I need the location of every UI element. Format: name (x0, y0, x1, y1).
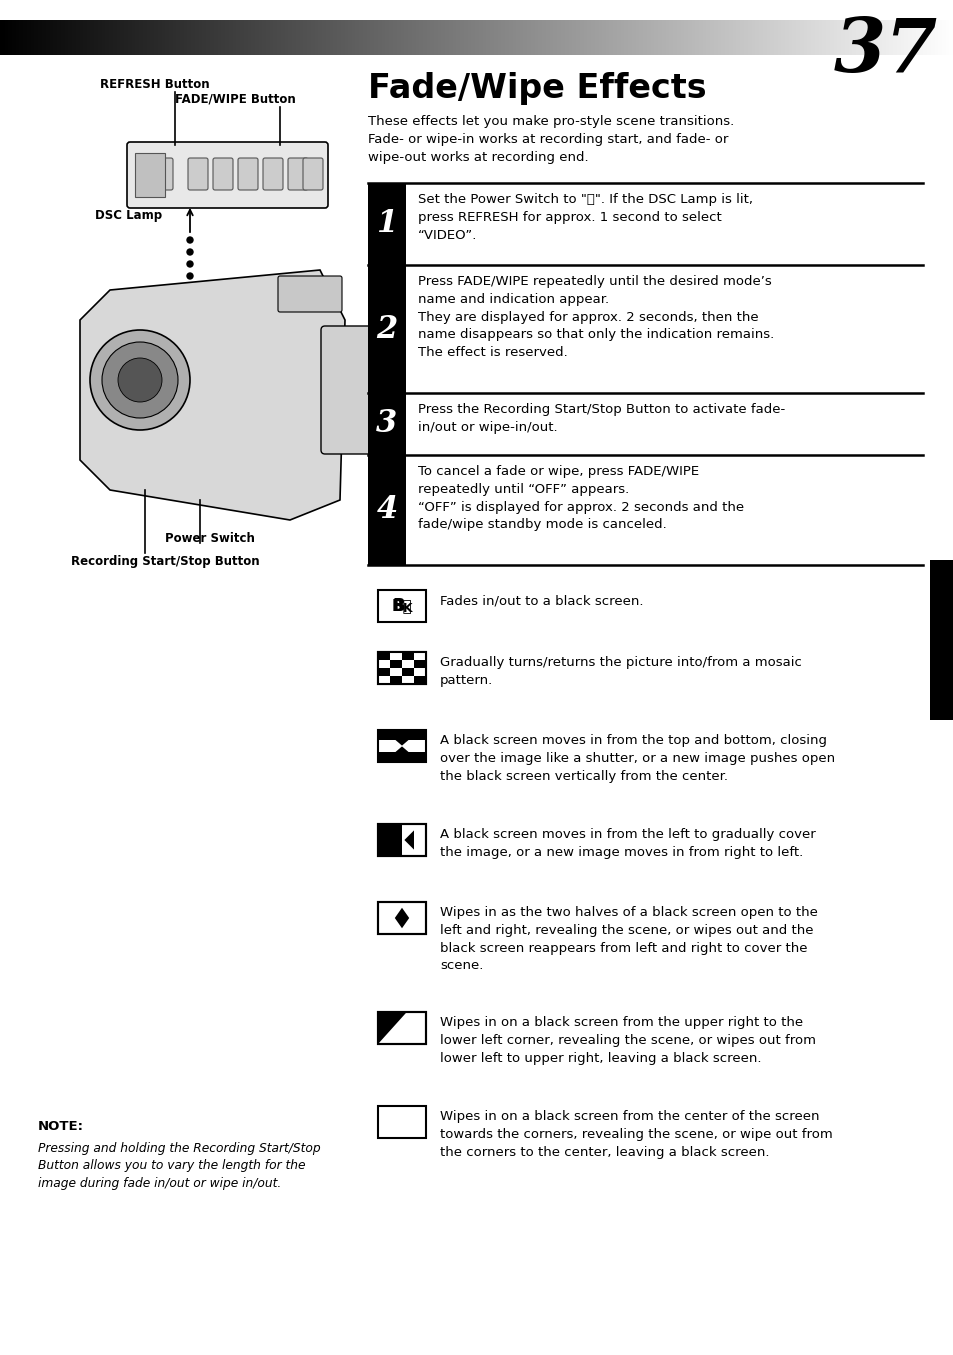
Bar (368, 183, 406, 266)
Bar (377, 730, 426, 740)
Text: NOTE:: NOTE: (38, 1121, 84, 1133)
Bar (929, 560, 953, 720)
Bar (368, 393, 406, 455)
Bar (390, 652, 401, 660)
Bar (135, 153, 165, 196)
Bar (377, 676, 390, 684)
Circle shape (118, 358, 162, 402)
Circle shape (187, 249, 193, 255)
Text: Set the Power Switch to "Ⓜ". If the DSC Lamp is lit,
press REFRESH for approx. 1: Set the Power Switch to "Ⓜ". If the DSC … (417, 192, 752, 241)
Bar (377, 589, 426, 622)
Bar (377, 660, 390, 668)
Bar (401, 660, 414, 668)
Text: Pressing and holding the Recording Start/Stop
Button allows you to vary the leng: Pressing and holding the Recording Start… (38, 1142, 320, 1190)
Bar (390, 676, 401, 684)
Text: Fades in/out to a black screen.: Fades in/out to a black screen. (439, 593, 643, 607)
Text: DSC Lamp: DSC Lamp (95, 209, 162, 221)
Bar (401, 668, 414, 676)
Text: FADE/WIPE Button: FADE/WIPE Button (174, 93, 295, 106)
Polygon shape (395, 747, 409, 752)
Bar (368, 266, 406, 393)
Bar (401, 676, 414, 684)
Text: Wipes in as the two halves of a black screen open to the
left and right, reveali: Wipes in as the two halves of a black sc… (439, 906, 817, 973)
Bar (377, 652, 426, 684)
Text: Press FADE/WIPE repeatedly until the desired mode’s
name and indication appear.
: Press FADE/WIPE repeatedly until the des… (417, 275, 774, 359)
Text: A black screen moves in from the left to gradually cover
the image, or a new ima: A black screen moves in from the left to… (439, 828, 815, 859)
FancyBboxPatch shape (303, 159, 323, 190)
FancyBboxPatch shape (288, 159, 308, 190)
Bar (377, 652, 426, 684)
Text: B: B (393, 598, 405, 615)
FancyBboxPatch shape (237, 159, 257, 190)
Bar (377, 824, 401, 856)
Text: 37: 37 (833, 15, 937, 88)
Text: B: B (392, 599, 412, 614)
Text: Wipes in on a black screen from the center of the screen
towards the corners, re: Wipes in on a black screen from the cent… (439, 1110, 832, 1159)
Text: REFRESH Button: REFRESH Button (100, 79, 210, 91)
Text: Wipes in on a black screen from the upper right to the
lower left corner, reveal: Wipes in on a black screen from the uppe… (439, 1016, 815, 1065)
Polygon shape (401, 908, 409, 928)
Text: Gradually turns/returns the picture into/from a mosaic
pattern.: Gradually turns/returns the picture into… (439, 656, 801, 687)
Circle shape (187, 262, 193, 267)
FancyBboxPatch shape (152, 159, 172, 190)
Bar (377, 902, 426, 934)
Bar (377, 902, 426, 934)
Bar (390, 660, 401, 668)
Polygon shape (80, 270, 345, 520)
Text: Fade/Wipe Effects: Fade/Wipe Effects (368, 72, 706, 104)
Bar (377, 752, 426, 762)
Bar (401, 652, 414, 660)
Text: 3: 3 (376, 408, 397, 439)
Text: 4: 4 (376, 495, 397, 526)
Text: Power Switch: Power Switch (165, 533, 254, 545)
Bar (414, 660, 426, 668)
Bar (368, 455, 406, 565)
Circle shape (102, 341, 178, 417)
Polygon shape (404, 831, 414, 850)
Bar (377, 1012, 426, 1043)
FancyBboxPatch shape (188, 159, 208, 190)
Bar (377, 668, 390, 676)
Text: K: K (403, 603, 413, 615)
Bar (414, 652, 426, 660)
FancyBboxPatch shape (277, 276, 341, 312)
Bar (0, 0, 953, 20)
FancyBboxPatch shape (263, 159, 283, 190)
Text: A black screen moves in from the top and bottom, closing
over the image like a s: A black screen moves in from the top and… (439, 734, 834, 783)
Circle shape (187, 237, 193, 243)
Polygon shape (395, 740, 409, 745)
Text: These effects let you make pro-style scene transitions.
Fade- or wipe-in works a: These effects let you make pro-style sce… (368, 115, 734, 164)
Text: To cancel a fade or wipe, press FADE/WIPE
repeatedly until “OFF” appears.
“OFF” : To cancel a fade or wipe, press FADE/WIP… (417, 465, 743, 531)
Bar (414, 668, 426, 676)
Bar (377, 824, 426, 856)
Polygon shape (377, 1012, 406, 1043)
Text: 2: 2 (376, 313, 397, 344)
Circle shape (187, 272, 193, 279)
Circle shape (90, 331, 190, 430)
FancyBboxPatch shape (320, 327, 378, 454)
Bar (377, 730, 426, 762)
Bar (390, 668, 401, 676)
FancyBboxPatch shape (213, 159, 233, 190)
FancyBboxPatch shape (127, 142, 328, 209)
Text: Recording Start/Stop Button: Recording Start/Stop Button (71, 556, 259, 568)
Text: 1: 1 (376, 209, 397, 240)
Bar (377, 824, 426, 856)
Bar (377, 652, 390, 660)
Polygon shape (395, 908, 401, 928)
Bar (377, 1012, 426, 1043)
Bar (377, 1106, 426, 1138)
Text: Press the Recording Start/Stop Button to activate fade-
in/out or wipe-in/out.: Press the Recording Start/Stop Button to… (417, 402, 784, 434)
Bar (414, 676, 426, 684)
